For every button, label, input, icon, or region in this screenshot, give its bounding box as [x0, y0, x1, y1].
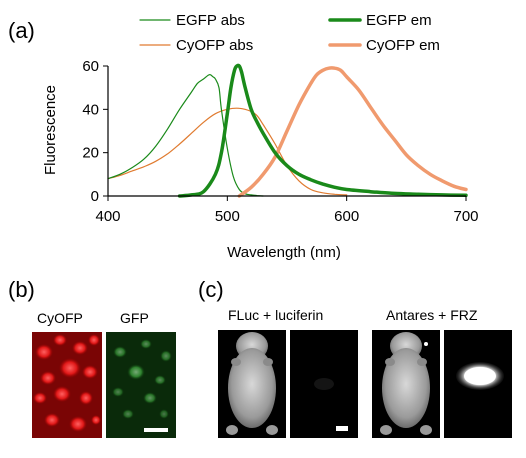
fluc-luminescence-image — [290, 330, 358, 438]
y-tick-label: 60 — [82, 58, 99, 75]
series-line-egfp-em — [177, 63, 468, 198]
panel-label-c: (c) — [198, 277, 224, 302]
gfp-micrograph — [106, 332, 176, 438]
fluc-mouse-photo — [218, 330, 286, 438]
y-axis-title: Fluorescence — [42, 85, 59, 175]
y-tick-label: 0 — [91, 188, 99, 205]
scale-bar — [336, 426, 348, 431]
panel-label-b: (b) — [8, 277, 35, 302]
series-line-cyofp-abs — [107, 107, 348, 196]
antares-luminescence-image — [444, 330, 512, 438]
cyofp-image-label: CyOFP — [37, 310, 83, 326]
x-tick-label: 700 — [453, 208, 478, 225]
fluc-luciferin-label: FLuc + luciferin — [228, 307, 323, 323]
legend-label-cyofp-abs: CyOFP abs — [176, 37, 253, 54]
series-layer — [107, 63, 468, 198]
panel-label-a: (a) — [8, 18, 35, 43]
chart-axes: 400 500 600 700 0 20 40 60 — [82, 58, 478, 225]
series-line-cyofp-em — [237, 66, 468, 198]
antares-mouse-photo — [372, 330, 440, 438]
gfp-image-label: GFP — [120, 310, 149, 326]
cyofp-micrograph — [32, 332, 102, 438]
series-line-egfp-abs — [107, 74, 264, 197]
scale-bar — [144, 428, 168, 432]
antares-frz-label: Antares + FRZ — [386, 307, 478, 323]
legend-label-egfp-abs: EGFP abs — [176, 12, 245, 29]
x-tick-label: 400 — [95, 208, 120, 225]
y-tick-label: 40 — [82, 101, 99, 118]
legend-label-egfp-em: EGFP em — [366, 12, 432, 29]
y-tick-label: 20 — [82, 145, 99, 162]
x-tick-label: 600 — [334, 208, 359, 225]
x-axis-title: Wavelength (nm) — [227, 244, 341, 261]
legend-label-cyofp-em: CyOFP em — [366, 37, 440, 54]
x-tick-label: 500 — [215, 208, 240, 225]
chart-legend: EGFP abs EGFP em CyOFP abs CyOFP em — [139, 12, 440, 54]
